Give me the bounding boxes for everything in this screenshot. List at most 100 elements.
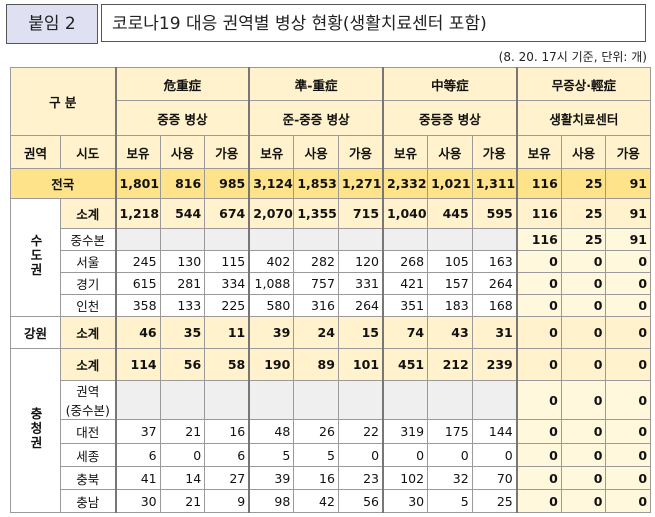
value-cell: 351 (382, 294, 429, 317)
sido-name: 소계 (59, 316, 117, 349)
value-cell: 116 (515, 198, 562, 229)
value-cell: 91 (605, 168, 652, 199)
region-text: 강원 (23, 326, 47, 341)
value-cell: 0 (605, 348, 652, 381)
value-cell: 580 (248, 294, 295, 317)
data-row: 세종 6 0 6 5 5 0 0 0 0 0 0 0 (11, 443, 652, 467)
measure-header: 가용 (471, 135, 518, 169)
value-cell: 0 (605, 466, 652, 490)
data-row: 중수본 116 25 91 (11, 228, 652, 251)
measure-header: 가용 (605, 135, 652, 169)
value-cell: 451 (382, 348, 429, 381)
value-cell: 0 (560, 380, 607, 420)
value-cell: 225 (204, 294, 250, 317)
empty-cell (204, 228, 250, 251)
value-cell: 0 (382, 443, 429, 467)
sido-header: 시도 (59, 135, 117, 169)
region-header: 권역 (10, 135, 61, 169)
value-cell: 239 (471, 348, 518, 381)
value-cell: 316 (293, 294, 339, 317)
empty-cell (114, 228, 161, 251)
value-cell: 0 (605, 250, 652, 273)
value-cell: 1,021 (427, 168, 473, 199)
empty-cell (382, 228, 429, 251)
value-cell: 91 (605, 198, 652, 229)
value-cell: 22 (337, 419, 384, 444)
value-cell: 31 (471, 316, 518, 349)
group-name: 中等症 (382, 67, 518, 101)
group-sub: 준-중증 병상 (248, 100, 384, 136)
value-cell: 105 (427, 250, 473, 273)
value-cell: 264 (337, 294, 384, 317)
sido-name: 충남 (59, 489, 117, 513)
value-cell: 0 (560, 466, 607, 490)
value-cell: 0 (560, 348, 607, 381)
value-cell: 1,853 (293, 168, 339, 199)
data-row: 경기 615 281 334 1,088 757 331 421 157 264 0 0 0 (11, 272, 652, 295)
data-row: 충남 30 21 9 98 42 56 30 5 25 0 0 0 (11, 489, 652, 513)
value-cell: 1,801 (114, 168, 161, 199)
data-row: 권역 (중수본) 0 0 0 (11, 380, 652, 420)
value-cell: 91 (605, 228, 652, 251)
value-cell: 74 (382, 316, 429, 349)
sido-name: 대전 (59, 419, 117, 444)
value-cell: 101 (337, 348, 384, 381)
empty-cell (337, 228, 384, 251)
measure-header: 사용 (560, 135, 607, 169)
value-cell: 615 (114, 272, 161, 295)
value-cell: 27 (204, 466, 250, 490)
value-cell: 120 (337, 250, 384, 273)
value-cell: 89 (293, 348, 339, 381)
value-cell: 0 (515, 294, 562, 317)
value-cell: 183 (427, 294, 473, 317)
sido-name: 소계 (59, 348, 117, 381)
group-sub: 중등증 병상 (382, 100, 518, 136)
value-cell: 3,124 (248, 168, 295, 199)
empty-cell (248, 228, 295, 251)
value-cell: 16 (204, 419, 250, 444)
value-cell: 70 (471, 466, 518, 490)
value-cell: 0 (427, 443, 473, 467)
measure-header: 보유 (382, 135, 429, 169)
value-cell: 402 (248, 250, 295, 273)
group-header: 구 분 (9, 67, 117, 136)
value-cell: 334 (204, 272, 250, 295)
attachment-label: 붙임 2 (6, 4, 98, 44)
measure-header: 보유 (114, 135, 161, 169)
empty-cell (293, 380, 339, 420)
empty-cell (471, 228, 518, 251)
title: 코로나19 대응 권역별 병상 현황(생활치료센터 포함) (101, 4, 646, 42)
value-cell: 0 (605, 489, 652, 513)
data-row: 대전 37 21 16 48 26 22 319 175 144 0 0 0 (11, 419, 652, 444)
value-cell: 595 (471, 198, 518, 229)
value-cell: 32 (427, 466, 473, 490)
value-cell: 6 (114, 443, 161, 467)
sido-name: 권역 (중수본) (59, 380, 117, 420)
value-cell: 0 (605, 419, 652, 444)
value-cell: 116 (515, 228, 562, 251)
value-cell: 985 (204, 168, 250, 199)
value-cell: 0 (515, 272, 562, 295)
value-cell: 25 (471, 489, 518, 513)
national-row: 전국 1,801 816 985 3,124 1,853 1,271 2,332 1,021 1,… (9, 168, 652, 199)
data-row: 인천 358 133 225 580 316 264 351 183 168 0 0 0 (11, 294, 652, 317)
measure-header: 사용 (427, 135, 473, 169)
header-row: 권역 시도 보유 사용 가용 보유 사용 가용 보유 사용 가용 보유 사용 가용 (10, 135, 652, 169)
value-cell: 0 (560, 250, 607, 273)
value-cell: 0 (560, 272, 607, 295)
value-cell: 25 (560, 168, 607, 199)
sido-name: 세종 (59, 443, 117, 467)
value-cell: 1,040 (382, 198, 429, 229)
empty-cell (114, 380, 161, 420)
value-cell: 6 (204, 443, 250, 467)
value-cell: 21 (159, 489, 206, 513)
sido-name: 경기 (59, 272, 117, 295)
value-cell: 115 (204, 250, 250, 273)
measure-header: 가용 (204, 135, 250, 169)
value-cell: 358 (114, 294, 161, 317)
value-cell: 30 (114, 489, 161, 513)
value-cell: 25 (560, 228, 607, 251)
data-row: 충북 41 14 27 39 16 23 102 32 70 0 0 0 (11, 466, 652, 490)
value-cell: 0 (560, 316, 607, 349)
